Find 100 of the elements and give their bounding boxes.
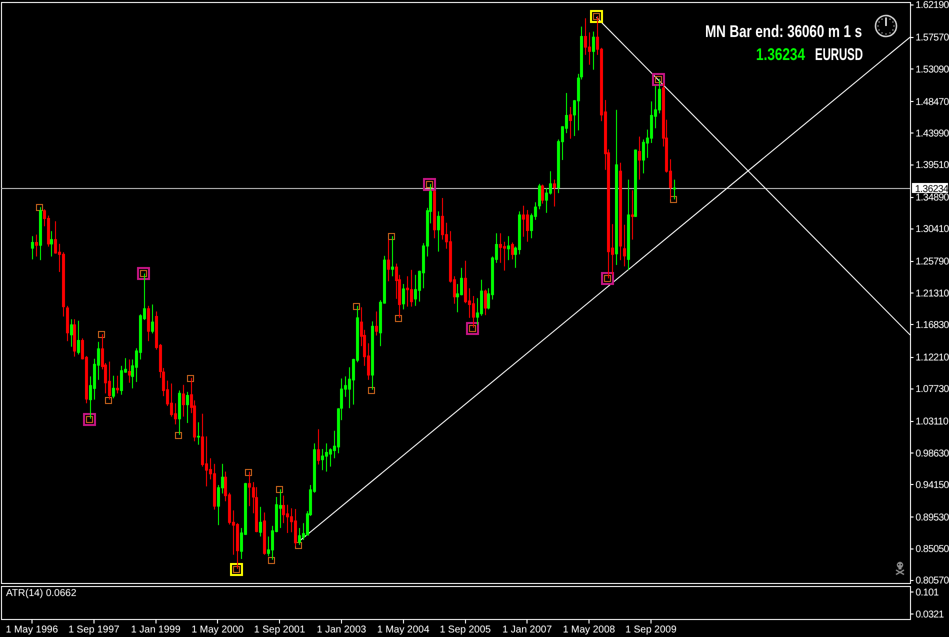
candlestick	[623, 224, 626, 267]
point	[276, 486, 283, 493]
point	[187, 375, 194, 382]
y-tick-label: 0.101	[916, 587, 940, 598]
candlestick	[112, 375, 115, 399]
candlestick	[371, 320, 374, 390]
y-tick-label: 0.89530	[916, 512, 949, 524]
point	[353, 303, 360, 310]
candlestick	[147, 305, 150, 342]
y-tick-label: 1.62190	[916, 0, 949, 12]
y-tick-label: 1.57570	[916, 32, 949, 44]
candlestick	[248, 471, 251, 507]
candlestick	[522, 205, 525, 238]
candlestick	[186, 391, 189, 424]
candlestick	[375, 311, 378, 336]
y-tick-label: 1.21310	[916, 288, 949, 300]
point	[295, 542, 302, 549]
point	[105, 397, 112, 404]
candlestick	[73, 318, 76, 358]
x-tick-label: 1 Sep 2005	[440, 624, 492, 636]
y-tick-label: 0.94150	[916, 480, 949, 491]
candlestick	[410, 269, 413, 308]
x-tick-label: 1 Jan 1999	[131, 624, 181, 636]
candlestick	[387, 239, 390, 282]
point	[83, 413, 96, 426]
y-tick-label: 1.48470	[916, 96, 949, 108]
chart-title: ATR(14) 0.0662	[6, 588, 77, 599]
candlestick	[259, 506, 262, 537]
x-tick-label: 1 Sep 2001	[254, 624, 306, 636]
y-tick-label: 1.30410	[916, 224, 949, 236]
candlestick	[437, 210, 440, 252]
y-tick-label: 1.43990	[916, 128, 949, 140]
candlestick	[50, 230, 53, 258]
point	[268, 557, 275, 564]
candlestick	[414, 274, 417, 306]
point	[245, 469, 252, 476]
candlestick	[77, 320, 80, 356]
candlestick	[553, 179, 556, 207]
candlestick	[631, 190, 634, 240]
candlestick	[66, 305, 69, 342]
candlestick	[108, 361, 111, 400]
candlestick	[151, 304, 154, 334]
y-tick-label: 1.39510	[916, 160, 949, 172]
candlestick	[619, 162, 622, 261]
y-tick-label: 1.34890	[916, 192, 949, 204]
point	[652, 73, 665, 86]
candlestick	[325, 442, 328, 472]
y-tick-label: 0.98630	[916, 448, 949, 460]
candlestick	[638, 136, 641, 180]
candlestick	[317, 428, 320, 466]
y-tick-label: 0.0321	[916, 609, 945, 620]
y-tick-label: 1.53090	[916, 64, 949, 76]
candlestick	[391, 236, 394, 277]
x-tick-label: 1 May 2008	[562, 624, 616, 636]
annotation: MN Bar end: 36060 m 1 s	[705, 22, 862, 42]
candlestick	[627, 179, 630, 270]
x-tick-label: 1 May 2000	[191, 624, 244, 636]
point	[388, 233, 395, 240]
point	[395, 315, 402, 322]
point	[590, 10, 603, 23]
candlestick	[31, 236, 34, 260]
x-tick-label: 1 May 2004	[377, 624, 430, 636]
candlestick	[70, 318, 73, 348]
annotation: EURUSD	[815, 46, 863, 65]
candlestick	[35, 234, 38, 258]
point	[137, 267, 150, 280]
y-tick-label: 1.12210	[916, 352, 949, 364]
y-tick-label: 1.16830	[916, 320, 949, 331]
y-tick-label: 0.80570	[916, 576, 949, 587]
x-tick-label: 1 Jan 2003	[316, 624, 367, 636]
point	[368, 387, 375, 394]
point	[175, 432, 182, 439]
candlestick	[541, 184, 544, 204]
candlestick	[526, 210, 529, 242]
candlestick	[39, 206, 42, 261]
x-tick-label: 1 May 1996	[6, 624, 58, 636]
point	[98, 331, 105, 338]
candlestick	[511, 242, 514, 260]
candlestick	[507, 236, 510, 261]
point	[36, 204, 43, 211]
candlestick	[538, 183, 541, 210]
point	[230, 563, 243, 576]
y-tick-label: 1.07730	[916, 384, 949, 396]
candlestick	[294, 508, 297, 547]
candlestick	[615, 109, 618, 266]
y-tick-label: 0.85050	[916, 544, 949, 556]
point	[601, 272, 614, 285]
x-tick-label: 1 Sep 2009	[625, 624, 677, 636]
candlestick	[178, 390, 181, 436]
candlestick	[182, 384, 185, 418]
candlestick	[128, 358, 131, 384]
candlestick	[197, 422, 200, 446]
point	[423, 178, 436, 191]
candlestick	[592, 31, 595, 70]
y-tick-label: 1.03110	[916, 416, 949, 428]
candlestick	[402, 284, 405, 310]
candlestick	[263, 512, 266, 556]
point	[670, 196, 677, 203]
candlestick	[279, 488, 282, 528]
x-tick-label: 1 Sep 1997	[68, 624, 120, 636]
